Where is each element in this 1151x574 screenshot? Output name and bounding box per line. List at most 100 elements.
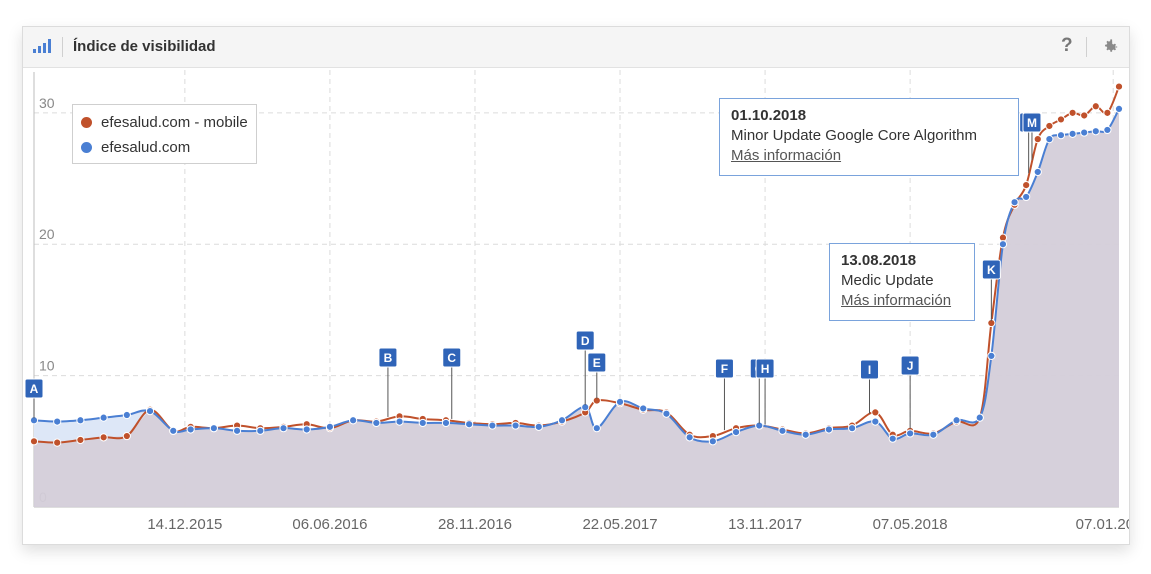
y-tick-label: 30 bbox=[39, 95, 55, 111]
marker-box bbox=[587, 352, 607, 373]
data-point-desktop bbox=[395, 417, 404, 426]
data-point-desktop bbox=[871, 417, 880, 426]
data-point-desktop bbox=[639, 404, 648, 413]
help-icon[interactable]: ? bbox=[1061, 35, 1073, 56]
event-marker-a: A bbox=[24, 378, 44, 419]
data-point-desktop bbox=[1056, 131, 1066, 140]
data-point-desktop bbox=[848, 424, 857, 433]
event-marker-j: J bbox=[900, 355, 920, 429]
x-tick-label: 06.06.2016 bbox=[292, 516, 367, 533]
header-divider bbox=[62, 37, 63, 57]
event-marker-f: F bbox=[714, 358, 734, 431]
data-point-desktop bbox=[662, 409, 671, 418]
marker-label: E bbox=[593, 356, 601, 370]
marker-label: F bbox=[721, 362, 728, 376]
event-marker-b: B bbox=[378, 347, 398, 417]
marker-label: M bbox=[1027, 116, 1037, 130]
data-point-desktop bbox=[1033, 167, 1042, 177]
data-point-desktop bbox=[99, 413, 108, 422]
marker-box bbox=[714, 358, 734, 379]
legend-label-desktop: efesalud.com bbox=[101, 139, 191, 156]
marker-box bbox=[981, 259, 1001, 280]
desktop-area bbox=[34, 108, 1119, 508]
legend-item-mobile[interactable]: efesalud.com - mobile bbox=[81, 110, 248, 135]
marker-box bbox=[575, 330, 595, 351]
chart-title: Índice de visibilidad bbox=[73, 38, 216, 55]
x-tick-label: 22.05.2017 bbox=[582, 516, 657, 533]
data-point-mobile bbox=[76, 435, 85, 445]
data-point-desktop bbox=[888, 434, 897, 443]
legend-label-mobile: efesalud.com - mobile bbox=[101, 114, 248, 131]
marker-box bbox=[24, 378, 44, 399]
legend-swatch-mobile bbox=[81, 117, 92, 128]
bar-signal-icon bbox=[33, 39, 51, 53]
data-point-mobile bbox=[1033, 135, 1042, 144]
data-point-desktop bbox=[465, 420, 474, 429]
data-point-desktop bbox=[534, 422, 543, 431]
data-point-desktop bbox=[209, 424, 218, 433]
event-marker-h: H bbox=[755, 358, 775, 425]
more-info-link[interactable]: Más información bbox=[731, 147, 842, 164]
legend: efesalud.com - mobile efesalud.com bbox=[72, 104, 257, 164]
data-point-desktop bbox=[488, 421, 497, 430]
data-point-desktop bbox=[256, 426, 265, 435]
data-point-mobile bbox=[1068, 108, 1077, 117]
legend-item-desktop[interactable]: efesalud.com bbox=[81, 135, 248, 160]
header-divider bbox=[1086, 37, 1087, 57]
data-point-mobile bbox=[1056, 115, 1066, 124]
data-point-desktop bbox=[1022, 192, 1031, 202]
data-point-desktop bbox=[1103, 125, 1112, 135]
data-point-desktop bbox=[998, 240, 1008, 249]
data-point-desktop bbox=[592, 424, 601, 433]
data-point-desktop bbox=[987, 351, 996, 361]
marker-box bbox=[900, 355, 920, 376]
gear-icon[interactable] bbox=[1102, 38, 1119, 55]
y-tick-label: 20 bbox=[39, 226, 55, 242]
data-point-mobile bbox=[29, 437, 39, 446]
event-marker-k: K bbox=[981, 259, 1001, 322]
tooltip-text: Medic Update bbox=[841, 272, 934, 289]
data-point-desktop bbox=[418, 418, 427, 428]
marker-label: A bbox=[30, 382, 39, 396]
data-point-desktop bbox=[929, 430, 938, 439]
data-point-desktop bbox=[1080, 128, 1089, 137]
data-point-mobile bbox=[1091, 102, 1100, 111]
x-tick-label: 14.12.2015 bbox=[147, 516, 222, 533]
data-point-desktop bbox=[1091, 127, 1100, 136]
marker-box bbox=[1022, 112, 1042, 133]
x-tick-label: 28.11.2016 bbox=[438, 516, 512, 533]
data-point-desktop bbox=[801, 430, 810, 439]
data-point-desktop bbox=[557, 416, 567, 425]
data-point-desktop bbox=[53, 417, 62, 426]
data-point-mobile bbox=[1022, 181, 1031, 190]
x-tick-label: 07.01.2019 bbox=[1076, 516, 1129, 533]
data-point-desktop bbox=[232, 426, 242, 435]
data-point-mobile bbox=[122, 431, 131, 441]
data-point-desktop bbox=[1114, 104, 1124, 114]
data-point-desktop bbox=[1010, 198, 1019, 207]
data-point-desktop bbox=[1068, 129, 1077, 138]
event-marker-d: D bbox=[575, 330, 595, 406]
data-point-mobile bbox=[1103, 108, 1112, 117]
marker-box bbox=[860, 359, 880, 380]
data-point-desktop bbox=[76, 416, 85, 425]
data-point-desktop bbox=[778, 426, 787, 435]
marker-box bbox=[378, 347, 398, 368]
card-header: Índice de visibilidad ? bbox=[23, 27, 1129, 68]
data-point-desktop bbox=[349, 416, 358, 425]
marker-label: J bbox=[907, 359, 914, 373]
data-point-desktop bbox=[824, 425, 833, 434]
legend-swatch-desktop bbox=[81, 142, 92, 153]
tooltip-medic-update: 13.08.2018 Medic Update Más información bbox=[829, 243, 975, 321]
data-point-desktop bbox=[685, 433, 694, 442]
tooltip-text: Minor Update Google Core Algorithm bbox=[731, 127, 977, 144]
data-point-desktop bbox=[615, 397, 625, 406]
more-info-link[interactable]: Más información bbox=[841, 292, 952, 309]
data-point-desktop bbox=[169, 426, 178, 435]
event-marker-m: M bbox=[1022, 112, 1042, 161]
event-marker-i: I bbox=[860, 359, 880, 414]
tooltip-date: 13.08.2018 bbox=[841, 252, 917, 269]
data-point-desktop bbox=[441, 418, 451, 428]
data-point-desktop bbox=[302, 425, 311, 434]
series-gap-area bbox=[34, 409, 151, 443]
